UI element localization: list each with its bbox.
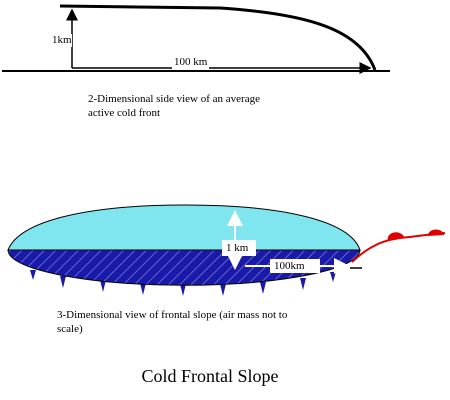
front-boundary: [59, 4, 377, 71]
width-label: 100 km: [172, 56, 210, 69]
frontal-surface: [7, 204, 361, 251]
height-label: 1 km: [226, 242, 249, 254]
height-label: 1km: [52, 34, 72, 47]
height-label-bg: [222, 240, 256, 256]
caption: 3-Dimensional view of frontal slope (air…: [57, 309, 288, 335]
width-label: 100km: [274, 260, 305, 272]
width-label-bg: [270, 259, 320, 273]
title: Cold Frontal Slope: [141, 366, 279, 386]
warm-front-symbols: [387, 229, 444, 240]
triangles: [30, 270, 336, 296]
caption: 2-Dimensional side view of an average ac…: [88, 93, 260, 119]
